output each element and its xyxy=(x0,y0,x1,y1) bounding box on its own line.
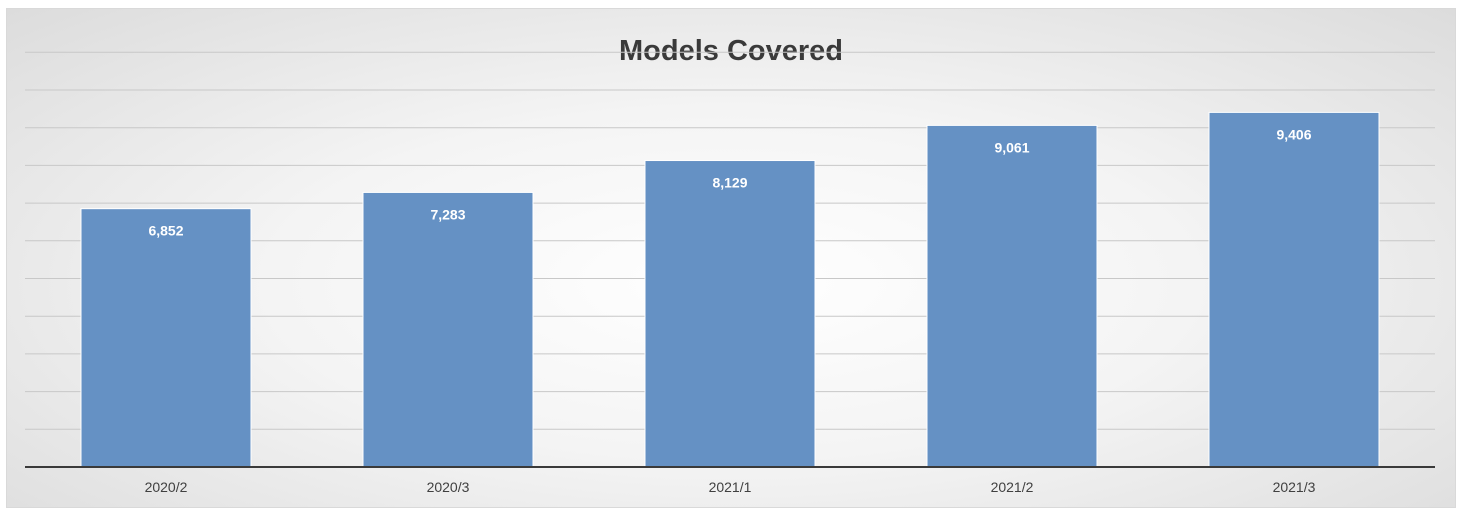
bar-value-label: 9,406 xyxy=(1276,126,1311,142)
bar-value-label: 6,852 xyxy=(148,223,183,239)
chart-title: Models Covered xyxy=(619,35,843,67)
bar-2020-3 xyxy=(362,191,534,468)
bar-2021-1 xyxy=(644,160,816,468)
x-tick-label: 2021/1 xyxy=(709,479,752,495)
bar-value-label: 8,129 xyxy=(712,175,747,191)
x-tick-label: 2020/3 xyxy=(427,479,470,495)
x-tick-label: 2021/2 xyxy=(991,479,1034,495)
bar-2021-2 xyxy=(926,124,1098,468)
chart-frame: Models Covered 6,852 2020/2 7,283 2020/3 8,1… xyxy=(6,8,1456,508)
bar-value-label: 7,283 xyxy=(430,206,465,222)
bar-2020-2 xyxy=(80,208,252,468)
bar-chart-plot: 6,852 2020/2 7,283 2020/3 8,129 2021/1 9,061 20… xyxy=(25,51,1435,495)
x-tick-label: 2021/3 xyxy=(1273,479,1316,495)
x-tick-label: 2020/2 xyxy=(145,479,188,495)
bar-2021-3 xyxy=(1208,111,1380,468)
bar-value-label: 9,061 xyxy=(994,139,1029,155)
